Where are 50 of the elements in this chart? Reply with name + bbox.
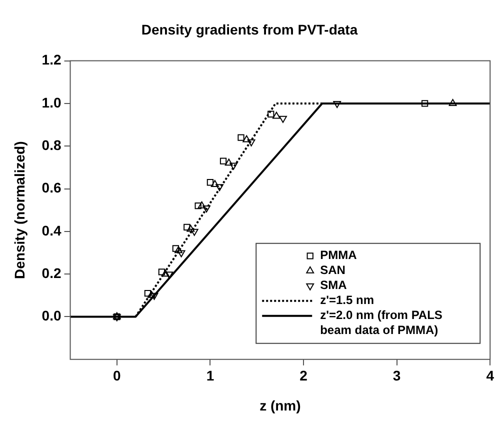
point [158,268,166,276]
legend-label: SMA [320,278,348,292]
legend-label: z'=2.0 nm (from PALS beam data of PMMA) [320,308,442,338]
point [279,116,287,123]
y-tick-label: 1.0 [42,94,62,110]
point [186,224,195,232]
point [172,245,180,252]
point [174,246,182,254]
point [230,162,238,170]
chart-title: Density gradients from PVT-data [141,21,358,38]
y-tick-label: 0.0 [42,308,62,324]
point [247,139,256,146]
y-tick-label: 0.2 [42,264,62,281]
point [190,228,198,236]
y-axis-title: Density (normalized) [11,141,28,279]
legend-label: SAN [320,263,346,278]
point [333,100,342,108]
y-tick-label: 0.6 [42,180,62,196]
point [177,250,186,258]
x-tick-label: 1 [206,368,214,384]
point [238,134,244,141]
point [206,179,214,186]
point [216,184,224,192]
point [210,180,219,188]
point [161,270,170,277]
point [184,224,190,230]
legend-label: PMMA [320,248,358,262]
point [202,205,210,212]
point [268,110,274,118]
x-axis-title: z (nm) [260,397,301,414]
point [448,98,457,106]
legend-label: z'=1.5 nm [320,293,374,308]
point [194,202,202,210]
y-tick-label: 0.8 [42,136,62,153]
point [147,290,156,298]
point [224,158,233,166]
point [242,135,251,142]
y-tick-label: 1.2 [42,52,62,68]
point [421,100,428,107]
x-tick-label: 4 [486,368,494,384]
x-tick-label: 0 [113,368,122,384]
point [272,112,280,119]
x-tick-label: 2 [300,368,308,384]
point [144,290,152,297]
y-tick-label: 0.4 [42,222,62,238]
x-tick-label: 3 [392,368,401,384]
point [220,158,227,164]
point [165,272,174,279]
point [150,292,158,300]
point [198,201,206,208]
